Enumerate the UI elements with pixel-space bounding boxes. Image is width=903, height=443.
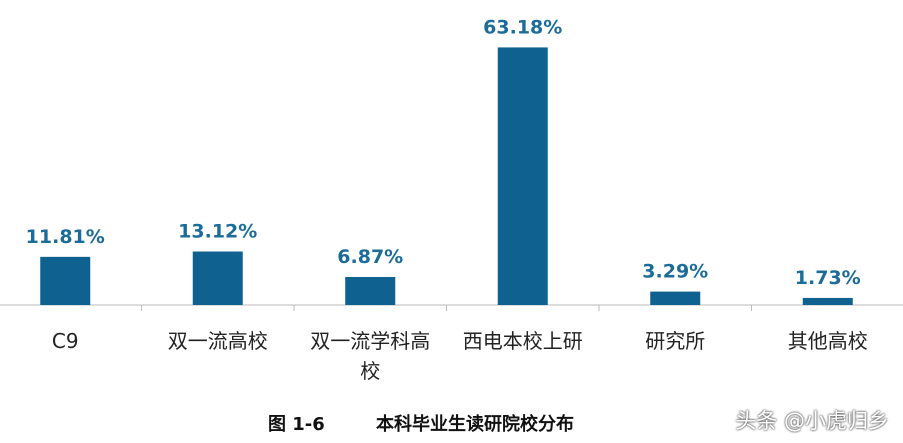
value-label: 1.73% (795, 267, 861, 289)
x-tick-label: 双一流学科高校 (310, 329, 431, 383)
value-label: 3.29% (642, 261, 708, 283)
x-tick-label: 双一流高校 (167, 329, 268, 353)
x-tick-label: 西电本校上研 (462, 329, 583, 353)
bar (497, 47, 548, 306)
bar (345, 276, 396, 305)
value-label: 6.87% (337, 246, 403, 268)
caption-title: 本科毕业生读研院校分布 (376, 414, 574, 435)
value-label: 11.81% (26, 226, 105, 248)
x-tick-label: 其他高校 (787, 329, 868, 353)
bar (40, 256, 91, 305)
value-label: 13.12% (178, 221, 257, 243)
x-tick-label: 研究所 (645, 329, 706, 353)
bar (802, 297, 853, 305)
bar (650, 291, 701, 305)
bar (192, 251, 243, 305)
caption-label: 图 1-6 (268, 414, 325, 435)
watermark: 头条 @小虎归乡 (735, 409, 889, 433)
value-label: 63.18% (483, 16, 562, 38)
x-tick-label: C9 (51, 329, 79, 353)
